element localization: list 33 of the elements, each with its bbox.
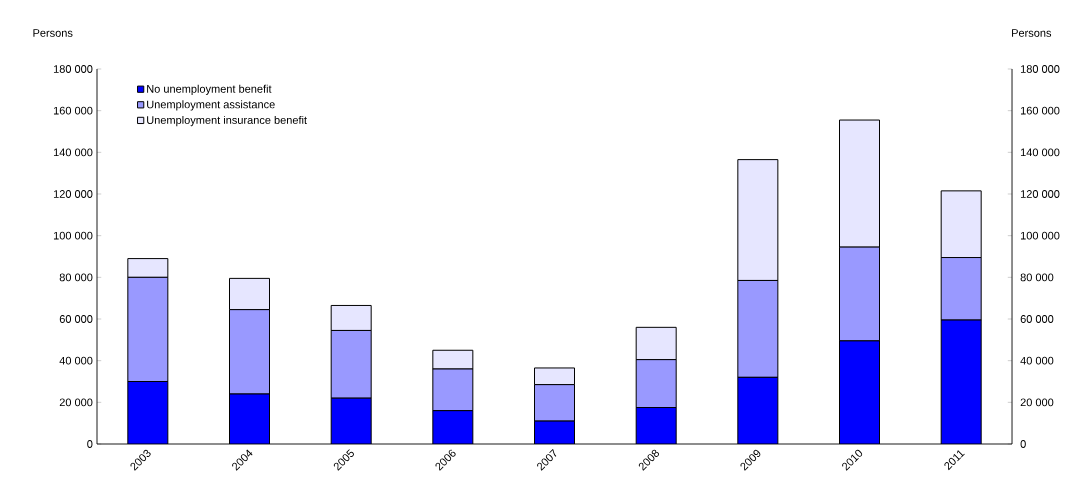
y2-tick-label: 160 000 [1020, 106, 1060, 115]
y-tick-label: 160 000 [53, 106, 93, 115]
y-tick-label: 20 000 [59, 398, 93, 407]
bar [636, 407, 677, 444]
y-tick-label: 40 000 [59, 356, 93, 365]
y-tick-label: 0 [87, 440, 93, 448]
y-axis-title: Persons [33, 29, 73, 37]
bar [127, 381, 168, 444]
bar [839, 340, 880, 444]
y2-tick-label: 140 000 [1020, 148, 1060, 157]
y2-tick-label: 20 000 [1020, 398, 1054, 407]
legend-label: No unemployment benefit [147, 84, 272, 95]
y2-tick-label: 120 000 [1020, 190, 1060, 198]
y-tick-label: 180 000 [53, 65, 93, 73]
y-tick-label: 120 000 [53, 190, 93, 198]
bar [229, 394, 270, 444]
y2-tick-label: 80 000 [1020, 273, 1054, 282]
y-tick-label: 100 000 [53, 231, 93, 240]
legend-label: Unemployment assistance [147, 100, 275, 111]
legend-label: Unemployment insurance benefit [147, 115, 307, 127]
y2-tick-label: 60 000 [1020, 315, 1054, 323]
y2-axis-title: Persons [1012, 29, 1052, 37]
bar [737, 377, 778, 444]
bar [331, 398, 372, 444]
bar [940, 319, 982, 444]
y2-tick-label: 100 000 [1020, 231, 1060, 240]
bar [432, 410, 473, 444]
y2-tick-label: 180 000 [1020, 65, 1060, 73]
y2-tick-label: 0 [1020, 440, 1026, 448]
y2-tick-label: 40 000 [1020, 356, 1054, 365]
y-tick-label: 80 000 [59, 273, 93, 282]
y-tick-label: 60 000 [59, 315, 93, 323]
y-tick-label: 140 000 [53, 148, 93, 157]
